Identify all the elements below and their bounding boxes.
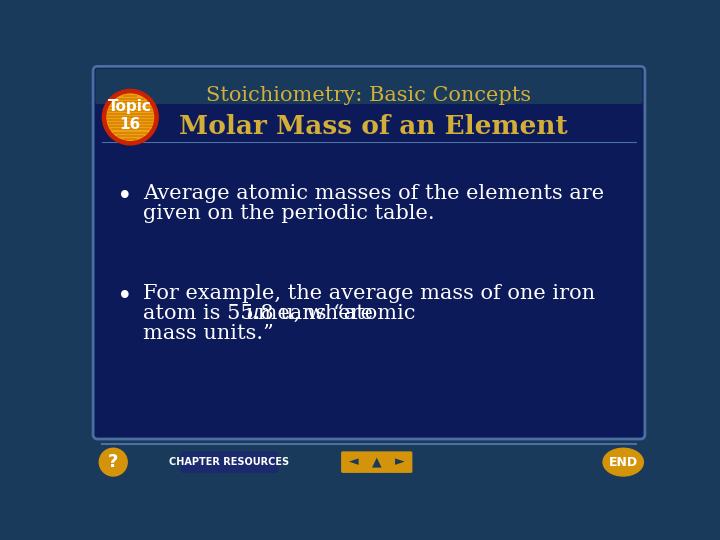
Text: atom is 55.8 u, where: atom is 55.8 u, where: [143, 304, 379, 323]
FancyBboxPatch shape: [96, 69, 642, 104]
Text: Average atomic masses of the elements are: Average atomic masses of the elements ar…: [143, 184, 604, 203]
Ellipse shape: [99, 448, 127, 476]
Text: Stoichiometry: Basic Concepts: Stoichiometry: Basic Concepts: [207, 86, 531, 105]
Text: mass units.”: mass units.”: [143, 325, 274, 343]
Text: For example, the average mass of one iron: For example, the average mass of one iro…: [143, 284, 595, 303]
FancyBboxPatch shape: [341, 451, 366, 473]
FancyBboxPatch shape: [93, 66, 645, 439]
Text: means “atomic: means “atomic: [251, 304, 415, 323]
Text: u: u: [246, 304, 259, 323]
Text: ►: ►: [395, 456, 405, 469]
Text: CHAPTER RESOURCES: CHAPTER RESOURCES: [169, 457, 289, 467]
FancyBboxPatch shape: [387, 451, 413, 473]
Text: •: •: [117, 284, 132, 310]
Text: Molar Mass of an Element: Molar Mass of an Element: [179, 114, 568, 139]
FancyBboxPatch shape: [364, 451, 389, 473]
Text: ▲: ▲: [372, 456, 382, 469]
Text: ?: ?: [108, 453, 118, 471]
Text: given on the periodic table.: given on the periodic table.: [143, 204, 434, 223]
Bar: [90, 444, 648, 481]
Text: ◄: ◄: [348, 456, 359, 469]
Circle shape: [107, 94, 153, 140]
Text: •: •: [117, 184, 132, 210]
Ellipse shape: [603, 448, 644, 476]
Text: Topic
16: Topic 16: [109, 99, 152, 132]
FancyBboxPatch shape: [181, 451, 279, 473]
Text: END: END: [608, 456, 638, 469]
Circle shape: [102, 90, 158, 145]
